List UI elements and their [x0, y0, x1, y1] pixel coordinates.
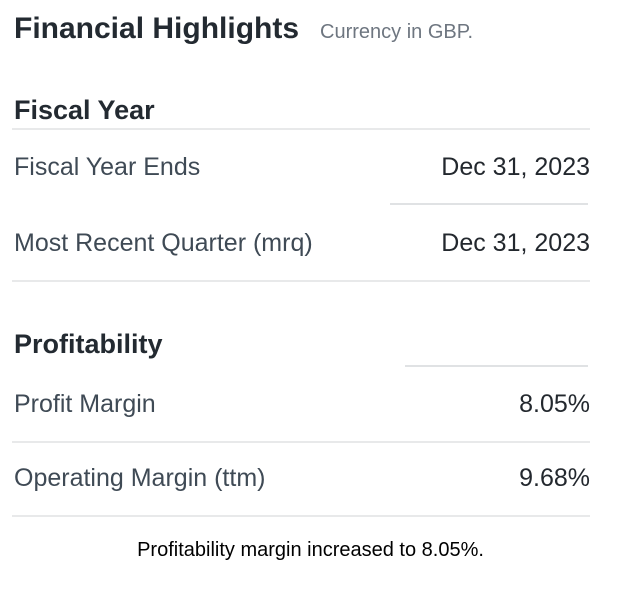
row-label-fiscal-year-ends: Fiscal Year Ends	[14, 153, 201, 181]
row-value-fiscal-year-ends: Dec 31, 2023	[441, 153, 590, 181]
section-heading-profitability: Profitability	[14, 329, 163, 359]
currency-note: Currency in GBP.	[320, 21, 474, 43]
row-label-most-recent-quarter: Most Recent Quarter (mrq)	[14, 229, 313, 257]
divider	[12, 280, 590, 282]
page-title: Financial Highlights	[14, 12, 300, 45]
row-value-profit-margin: 8.05%	[519, 390, 590, 418]
divider	[12, 128, 590, 130]
caption-text: Profitability margin increased to 8.05%.	[137, 539, 484, 561]
divider	[405, 365, 588, 367]
divider	[12, 515, 590, 517]
divider	[390, 203, 588, 205]
row-value-operating-margin: 9.68%	[519, 464, 590, 492]
section-heading-fiscal-year: Fiscal Year	[14, 95, 155, 125]
divider	[12, 441, 590, 443]
row-label-profit-margin: Profit Margin	[14, 390, 156, 418]
row-value-most-recent-quarter: Dec 31, 2023	[441, 229, 590, 257]
row-label-operating-margin: Operating Margin (ttm)	[14, 464, 266, 492]
panel-header: Financial Highlights Currency in GBP.	[14, 12, 473, 46]
